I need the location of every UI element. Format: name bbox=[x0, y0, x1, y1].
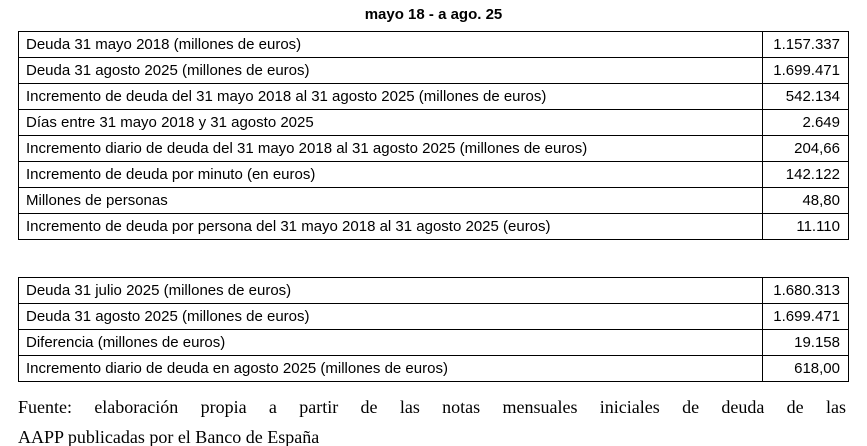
row-value: 1.157.337 bbox=[762, 31, 849, 58]
row-value: 1.699.471 bbox=[762, 57, 849, 84]
row-value: 48,80 bbox=[762, 187, 849, 214]
table-row: Incremento de deuda por persona del 31 m… bbox=[18, 213, 849, 240]
row-label: Diferencia (millones de euros) bbox=[18, 329, 763, 356]
row-value: 11.110 bbox=[762, 213, 849, 240]
row-label: Deuda 31 agosto 2025 (millones de euros) bbox=[18, 303, 763, 330]
row-value: 1.699.471 bbox=[762, 303, 849, 330]
data-table-1: Deuda 31 mayo 2018 (millones de euros) 1… bbox=[18, 31, 849, 240]
table-row: Deuda 31 agosto 2025 (millones de euros)… bbox=[18, 57, 849, 84]
row-label: Incremento diario de deuda del 31 mayo 2… bbox=[18, 135, 763, 162]
row-label: Incremento de deuda por minuto (en euros… bbox=[18, 161, 763, 188]
row-value: 2.649 bbox=[762, 109, 849, 136]
row-value: 142.122 bbox=[762, 161, 849, 188]
row-label: Deuda 31 julio 2025 (millones de euros) bbox=[18, 277, 763, 304]
page-title: mayo 18 - a ago. 25 bbox=[364, 6, 503, 23]
table-row: Deuda 31 julio 2025 (millones de euros) … bbox=[18, 277, 849, 304]
table-row: Deuda 31 agosto 2025 (millones de euros)… bbox=[18, 303, 849, 330]
source-note-line1: Fuente: elaboración propia a partir de l… bbox=[18, 397, 846, 417]
source-note: Fuente: elaboración propia a partir de l… bbox=[18, 392, 846, 446]
source-note-line2: AAPP publicadas por el Banco de España bbox=[18, 427, 320, 446]
table-row: Deuda 31 mayo 2018 (millones de euros) 1… bbox=[18, 31, 849, 58]
row-value: 618,00 bbox=[762, 355, 849, 382]
table-row: Diferencia (millones de euros) 19.158 bbox=[18, 329, 849, 356]
row-label: Días entre 31 mayo 2018 y 31 agosto 2025 bbox=[18, 109, 763, 136]
table-row: Incremento diario de deuda en agosto 202… bbox=[18, 355, 849, 382]
row-label: Deuda 31 mayo 2018 (millones de euros) bbox=[18, 31, 763, 58]
table-row: Incremento diario de deuda del 31 mayo 2… bbox=[18, 135, 849, 162]
table-spacer bbox=[18, 240, 849, 277]
table-row: Millones de personas 48,80 bbox=[18, 187, 849, 214]
row-label: Incremento diario de deuda en agosto 202… bbox=[18, 355, 763, 382]
row-label: Incremento de deuda por persona del 31 m… bbox=[18, 213, 763, 240]
row-label: Deuda 31 agosto 2025 (millones de euros) bbox=[18, 57, 763, 84]
row-value: 1.680.313 bbox=[762, 277, 849, 304]
row-label: Incremento de deuda del 31 mayo 2018 al … bbox=[18, 83, 763, 110]
row-label: Millones de personas bbox=[18, 187, 763, 214]
table-row: Incremento de deuda del 31 mayo 2018 al … bbox=[18, 83, 849, 110]
data-table-2: Deuda 31 julio 2025 (millones de euros) … bbox=[18, 277, 849, 382]
table-row: Incremento de deuda por minuto (en euros… bbox=[18, 161, 849, 188]
row-value: 204,66 bbox=[762, 135, 849, 162]
row-value: 542.134 bbox=[762, 83, 849, 110]
row-value: 19.158 bbox=[762, 329, 849, 356]
table-row: Días entre 31 mayo 2018 y 31 agosto 2025… bbox=[18, 109, 849, 136]
